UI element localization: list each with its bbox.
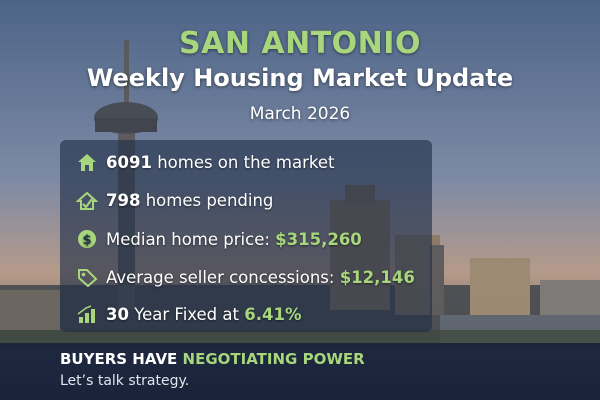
date: March 2026 [249, 104, 351, 124]
home-icon [78, 154, 96, 171]
dollar-icon: $ [78, 230, 96, 248]
stat-row: 6091 homes on the market [76, 150, 334, 174]
stat-value: $315,260 [275, 229, 362, 249]
stat-value: 6091 [106, 152, 152, 172]
stat-text: homes pending [145, 190, 274, 210]
city-title: SAN ANTONIO [179, 26, 421, 61]
stat-row: 30 Year Fixed at 6.41% [76, 302, 301, 326]
stat-text: homes on the market [157, 152, 335, 172]
stat-row: $ Median home price: $315,260 [76, 227, 362, 251]
stat-text: Year Fixed at [134, 304, 239, 324]
stat-text: Median home price: [106, 229, 270, 249]
svg-text:$: $ [82, 233, 91, 248]
stats-panel [60, 140, 432, 332]
pending-icon [76, 191, 98, 210]
stat-rate: 6.41% [244, 304, 302, 324]
stat-text: Average seller concessions: [106, 267, 335, 287]
stat-value: 798 [106, 190, 141, 210]
footer-band [0, 343, 600, 400]
headline: BUYERS HAVE [60, 350, 178, 368]
tag-icon [78, 269, 98, 287]
headline-highlight: NEGOTIATING POWER [182, 350, 365, 368]
footer-headline: BUYERS HAVE NEGOTIATING POWER [60, 350, 365, 368]
stat-row: Average seller concessions: $12,146 [76, 265, 415, 289]
stat-value: $12,146 [339, 267, 415, 287]
chart-icon [77, 305, 95, 323]
stat-row: 798 homes pending [76, 188, 273, 212]
footer-tagline: Let’s talk strategy. [60, 373, 190, 389]
stat-value: 30 [106, 304, 129, 324]
main-title: Weekly Housing Market Update [86, 64, 514, 92]
